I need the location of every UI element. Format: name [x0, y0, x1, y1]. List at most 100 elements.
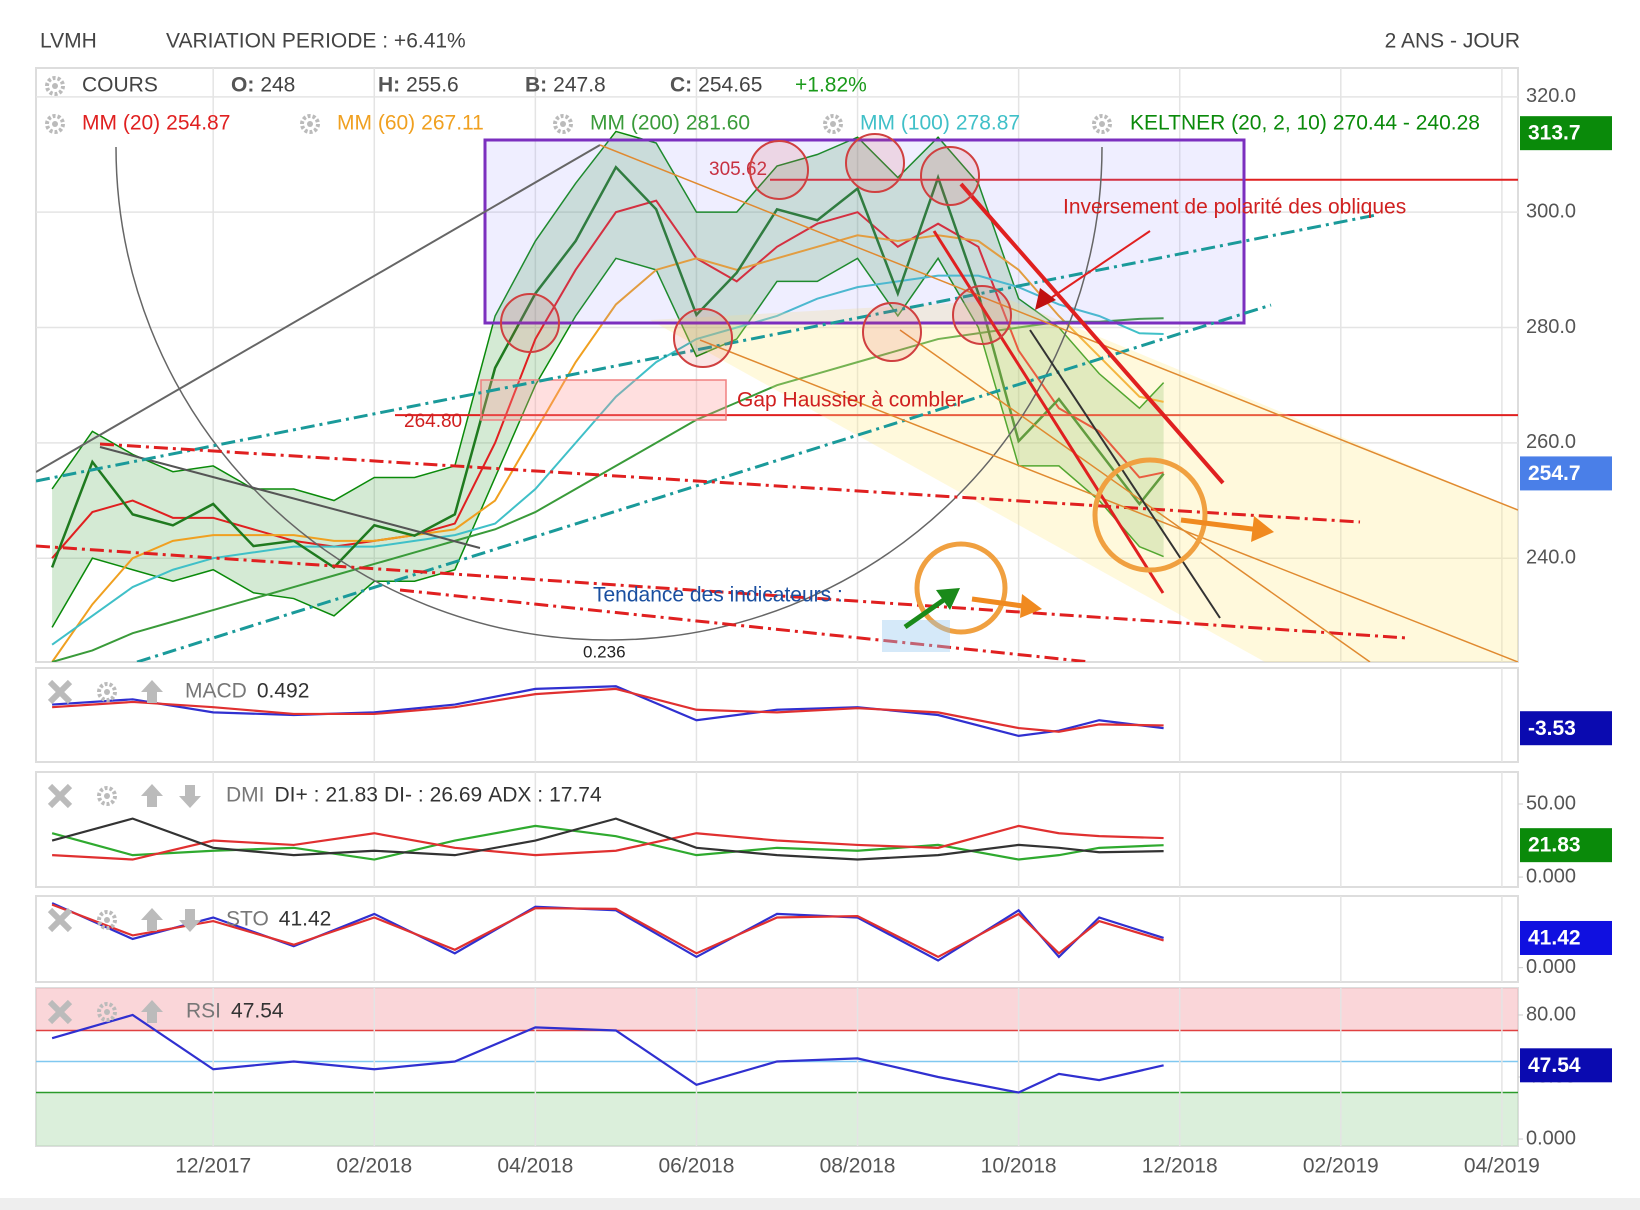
gear-icon-core: [104, 689, 110, 695]
range-box: [483, 138, 1246, 325]
orange-arrow-head: [1251, 516, 1274, 542]
gear-icon-core: [104, 1009, 110, 1015]
legend-name: MM (20): [82, 112, 160, 135]
keltner-lower: [51, 256, 1164, 628]
indicator-series-value: 26.69: [430, 784, 483, 807]
legend-name: MM (60): [337, 112, 415, 135]
series-line: [52, 685, 1164, 738]
series-line: [51, 1013, 1164, 1094]
x-tick-label: 04/2018: [497, 1155, 573, 1178]
gear-icon: [553, 114, 573, 134]
x-tick-label: 12/2017: [175, 1155, 251, 1178]
value-badge: [1520, 456, 1612, 491]
plot: [50, 130, 1165, 662]
gear-icon-core: [1099, 121, 1105, 127]
arrow-icon: [141, 784, 163, 807]
quote-label: COURS: [82, 74, 158, 97]
green-arrow-head: [936, 588, 960, 610]
drawings: [36, 133, 1518, 662]
arrow-icon: [141, 1000, 163, 1023]
teal-line: [36, 213, 1377, 483]
quote-key: C:: [670, 74, 692, 97]
x-tick-label: 06/2018: [658, 1155, 734, 1178]
highlight-circle: [920, 146, 980, 206]
series-line: [51, 199, 1164, 559]
value-badge: [1520, 828, 1612, 863]
teal-line: [136, 303, 1272, 662]
value-badge: [1520, 116, 1612, 151]
plot: [51, 902, 1164, 962]
pointer-head: [1035, 288, 1056, 310]
level-label: 264.80: [404, 411, 462, 432]
highlight-box: [882, 620, 950, 652]
highlight-circle: [952, 285, 1012, 345]
level-label: 305.62: [709, 159, 767, 180]
pointer-line: [1044, 230, 1151, 303]
series-line: [51, 317, 1164, 662]
gear-icon-core: [307, 121, 313, 127]
value-badge-label: 21.83: [1528, 834, 1581, 857]
y-tick-label: 260.0: [1526, 431, 1576, 453]
indicator-name: STO: [226, 908, 269, 931]
orange-arrow-head: [1020, 594, 1042, 618]
orange-arrow: [1180, 517, 1261, 533]
gear-icon-core: [52, 83, 58, 89]
trend-line: [99, 446, 481, 549]
gear-icon-core: [104, 793, 110, 799]
close-icon: [47, 999, 73, 1025]
keltner-band: [52, 131, 1164, 628]
gear-icon-core: [830, 121, 836, 127]
indicator-value: 41.42: [279, 908, 332, 931]
quote-change: +1.82%: [795, 74, 867, 97]
y-tick-label: 320.0: [1526, 85, 1576, 107]
quote-value: 248: [260, 74, 295, 97]
x-tick-label: 02/2018: [336, 1155, 412, 1178]
red-trend: [959, 182, 1225, 485]
value-badge: [1520, 920, 1612, 955]
red-dash-line: [99, 442, 1361, 524]
y-tick-label: 0.000: [1526, 1127, 1576, 1149]
series-line: [52, 824, 1164, 861]
plot: [52, 685, 1164, 738]
gear-icon: [97, 910, 117, 930]
series-line: [51, 817, 1164, 861]
arrow-icon: [179, 785, 201, 808]
indicator-series-name: DI- :: [384, 784, 424, 807]
gear-icon-core: [52, 121, 58, 127]
x-tick-label: 02/2019: [1303, 1155, 1379, 1178]
highlight-circle: [500, 293, 560, 353]
gear-icon: [823, 114, 843, 134]
legend-name: MM (100): [860, 112, 950, 135]
bottom-strip: [0, 1198, 1640, 1210]
quote-key: H:: [378, 74, 400, 97]
gap-box: [480, 379, 727, 421]
gear-icon: [97, 682, 117, 702]
overbought-zone: [36, 988, 1518, 1031]
variation: VARIATION PERIODE : +6.41%: [166, 30, 466, 53]
indicator-series-name: DI+ :: [275, 784, 320, 807]
arrow-icon: [141, 908, 163, 931]
x-tick-label: 08/2018: [820, 1155, 896, 1178]
series-line: [51, 824, 1164, 861]
y-tick-label: 240.0: [1526, 546, 1576, 568]
indicator-value: 47.54: [231, 1000, 284, 1023]
y-tick-label: 80.00: [1526, 1003, 1576, 1025]
channel-fill: [650, 300, 1518, 662]
red-dash-line: [399, 588, 1091, 662]
annotation: Inversement de polarité des obliques: [1063, 196, 1406, 219]
arrow-icon: [179, 909, 201, 932]
series-line: [51, 234, 1164, 662]
fib-arc: [115, 146, 1103, 641]
annotation: Gap Haussier à combler: [737, 389, 963, 412]
green-arrow: [903, 594, 950, 630]
x-tick-label: 04/2019: [1464, 1155, 1540, 1178]
legend-name: MM (200): [590, 112, 680, 135]
panel-frame: [35, 895, 1519, 983]
y-tick-label: 0.000: [1526, 956, 1576, 978]
indicator-value: 0.492: [257, 680, 310, 703]
indicator-name: MACD: [185, 680, 247, 703]
annotation: Tendance des indicateurs :: [593, 584, 843, 607]
y-tick-label: 300.0: [1526, 200, 1576, 222]
gear-icon: [300, 114, 320, 134]
